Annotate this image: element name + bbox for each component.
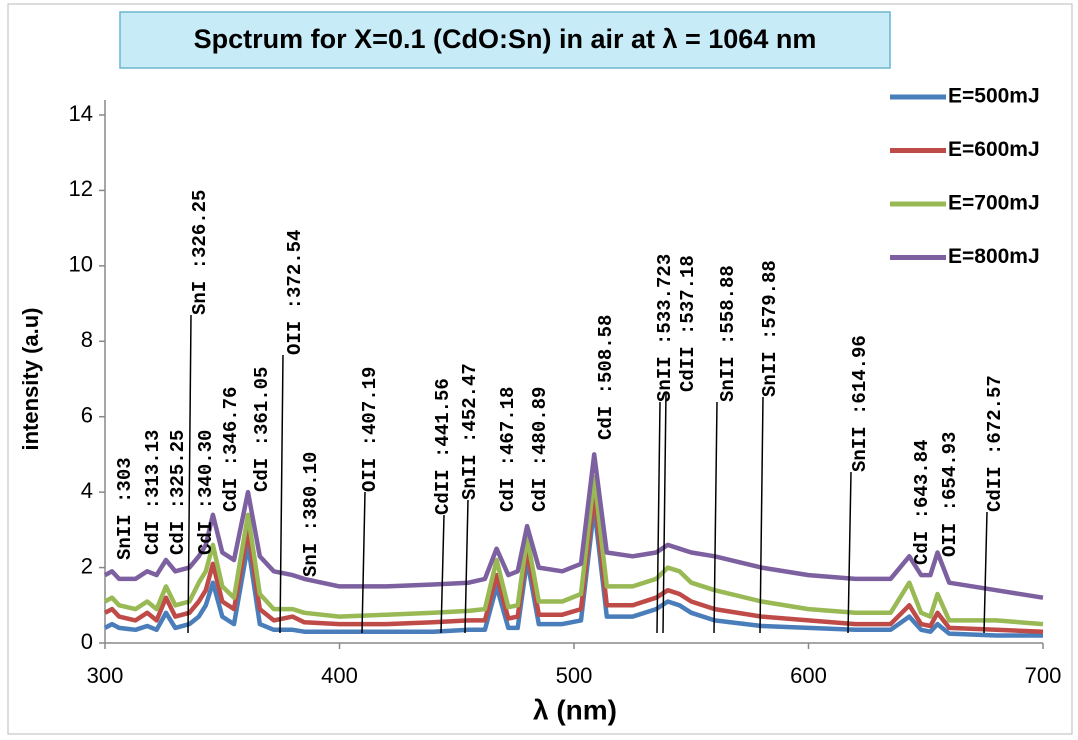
x-tick-label: 700 xyxy=(1025,663,1062,688)
annotation-leader xyxy=(361,491,366,634)
annotation: CdI :340.30 xyxy=(195,430,217,555)
annotation: CdI :643.84 xyxy=(911,440,933,565)
y-axis-label: intensity (a.u) xyxy=(18,307,43,450)
annotation: SnII :303 xyxy=(114,457,136,560)
annotation: SnII :558.88 xyxy=(717,265,739,402)
annotation-leader xyxy=(759,396,764,634)
series-line xyxy=(103,452,1044,600)
annotation: OII :654.93 xyxy=(939,432,961,557)
annotation: SnII :452.47 xyxy=(459,363,481,500)
annotation-leader xyxy=(187,314,192,634)
legend-label: E=800mJ xyxy=(948,245,1040,268)
annotation: CdI :467.18 xyxy=(497,387,519,512)
annotation: CdI :480.89 xyxy=(529,387,551,512)
y-tick-label: 6 xyxy=(81,403,93,428)
annotation: CdII :441.56 xyxy=(432,378,454,515)
annotation: SnI :380.10 xyxy=(300,452,322,577)
annotation-leader xyxy=(440,514,445,634)
annotation-leader xyxy=(279,354,284,634)
annotation: SnII :533.723 xyxy=(654,254,676,402)
y-tick-label: 0 xyxy=(81,629,93,654)
x-tick-label: 500 xyxy=(556,663,593,688)
y-tick-label: 10 xyxy=(69,252,93,277)
annotation-leader xyxy=(464,499,469,634)
x-tick-label: 600 xyxy=(790,663,827,688)
x-axis-label: λ (nm) xyxy=(533,694,617,725)
annotation: OII :407.19 xyxy=(359,367,381,492)
annotation-leader xyxy=(983,511,988,634)
y-tick-label: 2 xyxy=(81,553,93,578)
annotation-leader xyxy=(656,401,661,634)
annotation-leader xyxy=(847,471,852,634)
annotation: CdI :508.58 xyxy=(595,315,617,440)
annotation: CdI :313.13 xyxy=(142,430,164,555)
annotation: SnII :614.96 xyxy=(849,335,871,472)
annotation: CdI :346.76 xyxy=(220,387,242,512)
legend-label: E=500mJ xyxy=(948,85,1040,108)
legend-label: E=700mJ xyxy=(948,192,1040,215)
annotation: CdI :325.25 xyxy=(167,430,189,555)
y-tick-label: 12 xyxy=(69,176,93,201)
chart-title: Spctrum for X=0.1 (CdO:Sn) in air at λ =… xyxy=(194,24,817,54)
y-tick-label: 14 xyxy=(69,101,93,126)
annotation: CdII :537.18 xyxy=(677,255,699,392)
x-tick-label: 300 xyxy=(87,663,124,688)
annotation: SnII :579.88 xyxy=(759,260,781,397)
title-box xyxy=(119,11,891,69)
annotation-leader xyxy=(662,391,667,634)
x-tick-label: 400 xyxy=(321,663,358,688)
series-line xyxy=(103,474,1044,627)
annotation: CdI :361.05 xyxy=(251,367,273,492)
y-tick-label: 4 xyxy=(81,478,93,503)
annotation: CdII :672.57 xyxy=(984,375,1006,512)
y-tick-label: 8 xyxy=(81,327,93,352)
annotation-leader xyxy=(713,401,718,634)
annotation: SnI :326.25 xyxy=(189,190,211,315)
legend-label: E=600mJ xyxy=(948,138,1040,161)
annotation: OII :372.54 xyxy=(284,230,306,355)
